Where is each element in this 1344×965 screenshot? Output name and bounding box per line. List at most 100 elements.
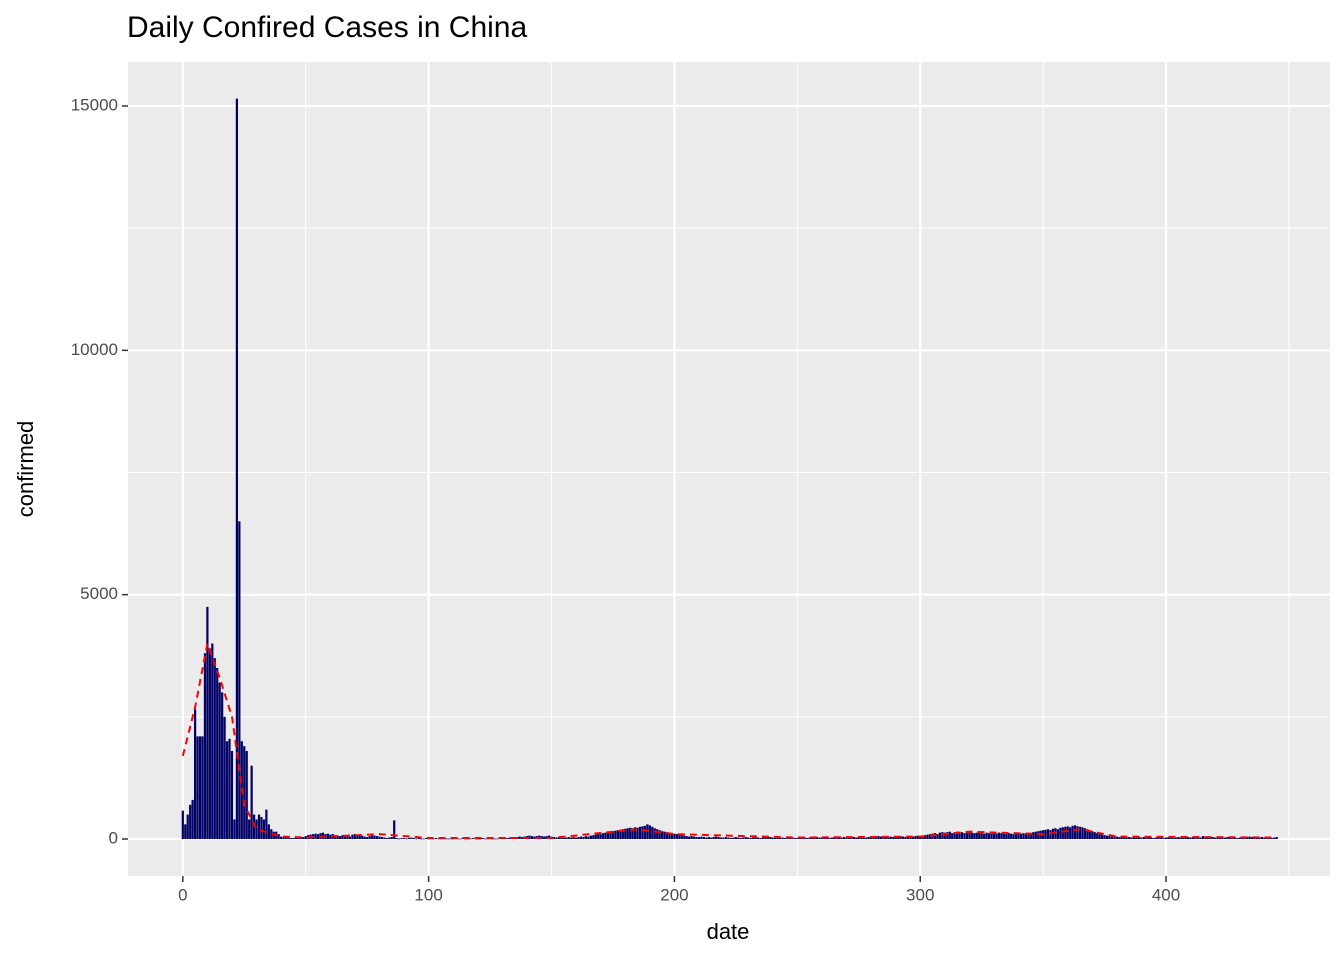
bar [1130,837,1133,840]
bar [877,836,880,840]
bar [400,838,403,840]
bar [715,836,718,840]
bar [223,716,226,840]
bar [707,837,710,840]
bar [638,826,642,840]
bar [710,837,713,840]
bar [761,837,765,840]
bar [717,837,720,840]
bar [1078,826,1082,840]
bar [358,836,361,840]
bar [196,736,199,840]
bar [663,831,666,840]
bar [1128,837,1131,840]
bar [280,836,283,840]
bar [363,836,366,840]
bar [257,814,261,840]
bar [865,837,868,840]
bar [1110,836,1114,840]
bar [631,828,634,840]
bar [437,838,440,840]
bar [1069,827,1072,840]
bar [201,736,204,840]
bar [1179,837,1182,840]
bar [1071,825,1074,840]
bar [314,833,317,840]
bar [407,838,411,840]
bar [543,836,546,840]
bar [1211,837,1214,840]
bar [629,827,632,840]
bar [565,837,568,840]
bar [262,819,266,840]
bar [282,837,285,840]
bar [879,836,883,840]
bar [643,825,647,840]
bar [302,837,305,840]
bar [604,832,607,840]
bar [356,835,359,840]
bar [990,833,993,840]
bar [405,838,408,840]
bar [722,837,725,840]
bar [243,746,246,840]
bar [860,837,863,840]
bar [582,837,585,840]
bar [948,831,951,840]
bar [970,832,973,840]
bar [1073,825,1077,840]
bar [1019,833,1023,840]
bar [956,831,959,840]
bar [1103,835,1106,840]
bar [1101,834,1104,840]
chart-title: Daily Confired Cases in China [127,11,527,44]
bar [368,836,371,840]
bar [533,836,536,840]
bar [648,825,651,840]
bar [1024,833,1028,840]
bar [1032,832,1035,840]
y-axis-label: confirmed [13,421,38,518]
bar [1214,837,1217,840]
bar [889,836,892,840]
bar [852,837,855,840]
bar [1145,837,1148,840]
bar [225,741,229,840]
bar [965,832,969,840]
bar [230,751,234,840]
bar [341,835,344,840]
bar [284,837,288,840]
bar [1046,829,1050,840]
bar [946,832,949,840]
bar [457,838,460,840]
bar [1091,831,1094,840]
bar [469,838,472,840]
bar [997,832,1001,840]
bar [951,833,954,840]
bar [353,834,356,840]
bar [887,837,890,840]
bar [304,836,307,840]
bar [1223,837,1227,840]
bar [781,837,784,840]
bar [1098,834,1101,840]
bar [380,837,384,840]
bar [434,838,438,840]
bar [1263,837,1266,840]
bar [390,837,393,840]
bar [985,832,988,840]
bar [289,838,293,840]
bar [1270,838,1273,840]
bar [754,837,757,840]
bar [1172,838,1175,840]
bar [213,658,216,840]
bar [398,838,401,840]
smooth-line [181,639,1277,840]
bar [793,838,796,840]
bar [572,837,575,840]
bar [584,836,588,840]
bar [255,819,258,840]
bar [668,832,671,840]
bar [766,836,769,840]
